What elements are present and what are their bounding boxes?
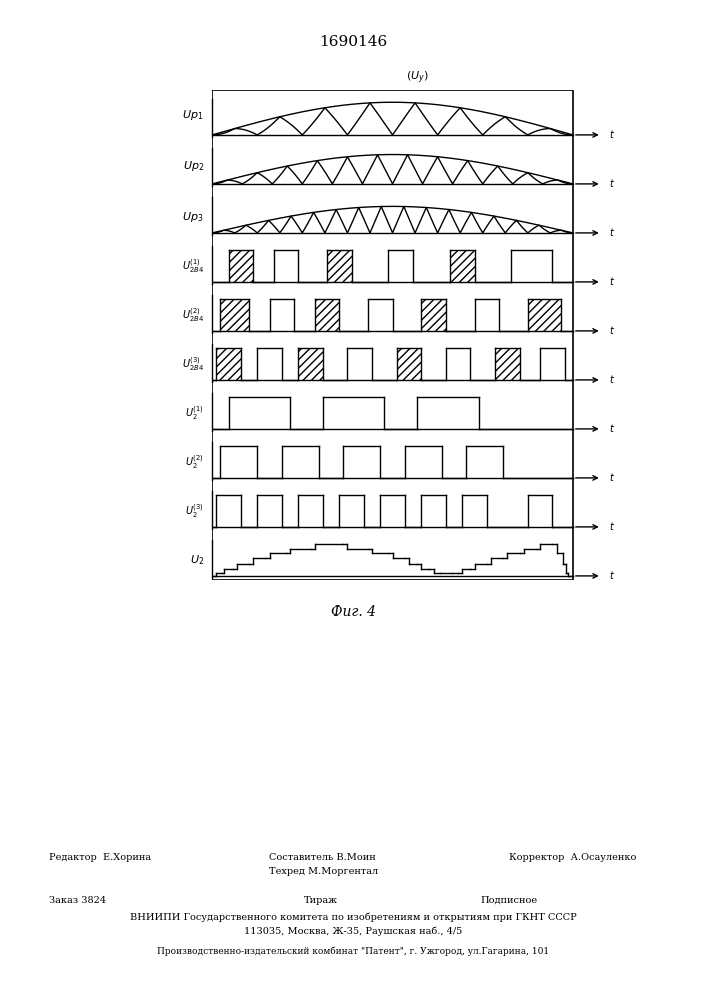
Text: t: t	[610, 571, 614, 581]
Text: Составитель В.Моин: Составитель В.Моин	[269, 853, 375, 862]
Text: $U^{(2)}_{2}$: $U^{(2)}_{2}$	[185, 453, 204, 471]
Text: Корректор  А.Осауленко: Корректор А.Осауленко	[509, 853, 636, 862]
Text: $U^{(3)}_{2B4}$: $U^{(3)}_{2B4}$	[182, 355, 204, 373]
Text: t: t	[610, 179, 614, 189]
Bar	[298, 348, 323, 380]
Bar	[495, 348, 520, 380]
Text: t: t	[610, 375, 614, 385]
Text: $U_2$: $U_2$	[189, 553, 204, 567]
Text: Редактор  Е.Хорина: Редактор Е.Хорина	[49, 853, 151, 862]
Text: $U^{(2)}_{2B4}$: $U^{(2)}_{2B4}$	[182, 306, 204, 324]
Text: $U^{(1)}_{2}$: $U^{(1)}_{2}$	[185, 404, 204, 422]
Text: Заказ 3824: Заказ 3824	[49, 896, 107, 905]
Text: $Up_1$: $Up_1$	[182, 108, 204, 122]
Bar	[450, 250, 474, 282]
Text: 1690146: 1690146	[320, 35, 387, 49]
Text: ВНИИПИ Государственного комитета по изобретениям и открытиям при ГКНТ СССР: ВНИИПИ Государственного комитета по изоб…	[130, 912, 577, 922]
Bar	[315, 299, 339, 331]
Bar	[221, 299, 249, 331]
Bar	[528, 299, 561, 331]
Bar	[421, 299, 446, 331]
Bar	[228, 250, 253, 282]
Text: Техред М.Моргентал: Техред М.Моргентал	[269, 867, 378, 876]
Text: t: t	[610, 473, 614, 483]
Text: t: t	[610, 228, 614, 238]
Text: t: t	[610, 522, 614, 532]
Text: Производственно-издательский комбинат "Патент", г. Ужгород, ул.Гагарина, 101: Производственно-издательский комбинат "П…	[158, 946, 549, 956]
Text: $U^{(3)}_{2}$: $U^{(3)}_{2}$	[185, 502, 204, 520]
Text: $Up_2$: $Up_2$	[182, 159, 204, 173]
Text: 113035, Москва, Ж-35, Раушская наб., 4/5: 113035, Москва, Ж-35, Раушская наб., 4/5	[245, 926, 462, 936]
Text: $U^{(1)}_{2B4}$: $U^{(1)}_{2B4}$	[182, 257, 204, 275]
Bar	[327, 250, 351, 282]
Text: $Up_3$: $Up_3$	[182, 210, 204, 224]
Bar	[397, 348, 421, 380]
Text: t: t	[610, 130, 614, 140]
Text: t: t	[610, 326, 614, 336]
Text: Фиг. 4: Фиг. 4	[331, 605, 376, 619]
Text: t: t	[610, 277, 614, 287]
Text: Подписное: Подписное	[481, 896, 538, 905]
Text: $(U_y)$: $(U_y)$	[406, 70, 428, 86]
Text: t: t	[610, 424, 614, 434]
Text: Тираж: Тираж	[304, 896, 338, 905]
Bar	[216, 348, 241, 380]
